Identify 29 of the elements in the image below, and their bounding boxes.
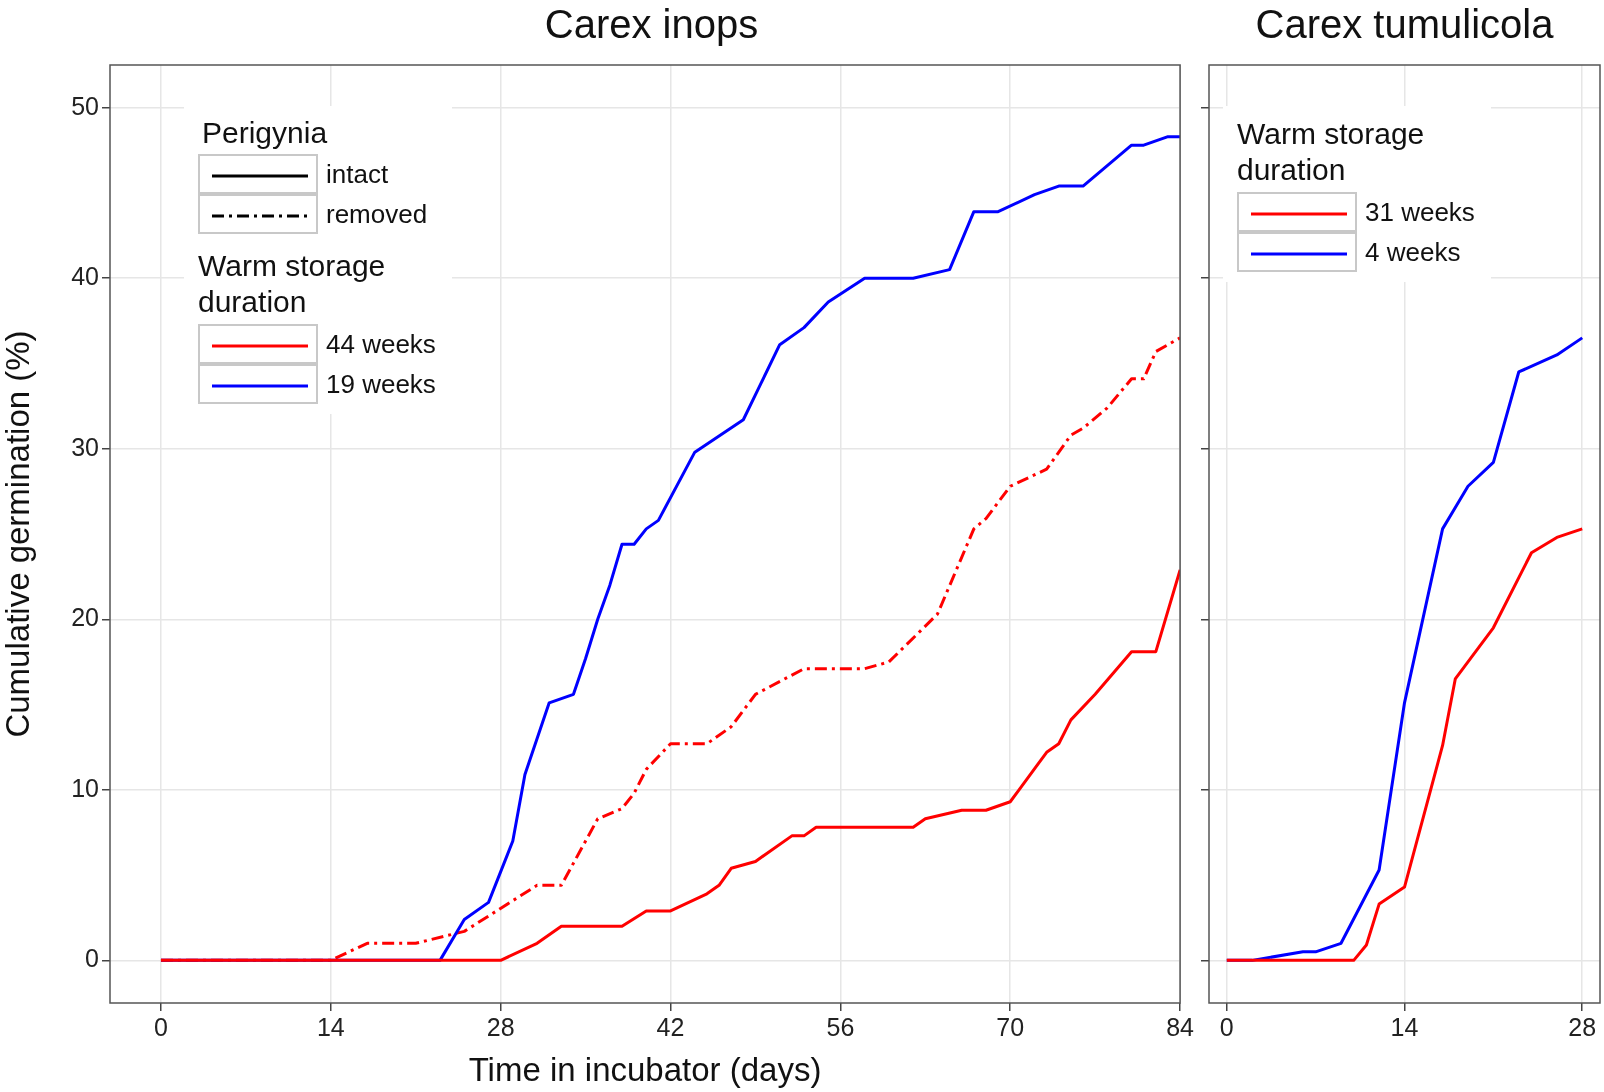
legend-label: 31 weeks xyxy=(1365,196,1475,228)
x-tick-label: 14 xyxy=(1390,1012,1419,1041)
annotation: intact xyxy=(326,158,389,190)
x-tick-label: 84 xyxy=(1166,1012,1195,1041)
chart-title: Carex tumulicola xyxy=(1254,2,1555,47)
legend-title: Warm storage duration xyxy=(198,248,387,320)
x-tick-label: 28 xyxy=(1568,1012,1597,1041)
legend-label: 44 weeks xyxy=(326,328,436,360)
annotation: removed xyxy=(326,198,428,230)
legend-label: 4 weeks xyxy=(1365,236,1461,268)
x-axis-title: Time in incubator (days) xyxy=(468,1051,822,1089)
legend-title: Warm storage duration xyxy=(1237,116,1426,188)
x-tick-label: 14 xyxy=(316,1012,345,1041)
y-tick-label: 10 xyxy=(71,773,99,802)
legend-label: 19 weeks xyxy=(326,368,436,400)
annotation: Perigynia xyxy=(202,116,329,150)
x-tick-label: 42 xyxy=(656,1012,685,1041)
x-tick-label: 56 xyxy=(826,1012,855,1041)
x-tick-label: 0 xyxy=(1219,1012,1234,1041)
y-tick-label: 0 xyxy=(85,944,99,973)
chart-title: Carex inops xyxy=(543,2,760,47)
y-tick-label: 20 xyxy=(71,603,99,632)
y-tick-label: 50 xyxy=(71,91,99,120)
y-tick-label: 30 xyxy=(71,432,99,461)
x-tick-label: 0 xyxy=(154,1012,168,1041)
y-axis-title: Cumulative germination (%) xyxy=(0,330,36,738)
x-tick-label: 28 xyxy=(486,1012,515,1041)
y-tick-label: 40 xyxy=(71,262,99,291)
x-tick-label: 70 xyxy=(996,1012,1025,1041)
